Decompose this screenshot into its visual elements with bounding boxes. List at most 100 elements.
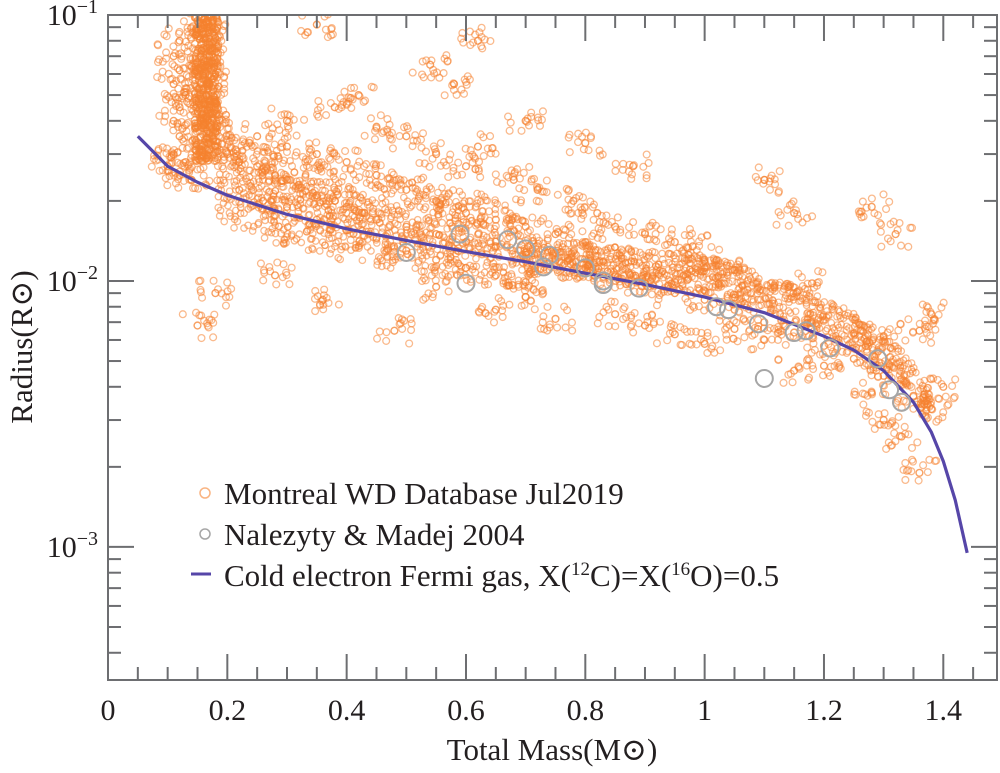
montreal-point [932,456,941,465]
montreal-point [179,176,188,185]
montreal-point [798,218,807,227]
montreal-point [478,44,487,53]
montreal-point [937,303,946,312]
montreal-point [432,220,441,229]
montreal-point [584,146,593,155]
montreal-point [180,133,189,143]
montreal-point [642,150,651,159]
montreal-point [786,369,795,378]
montreal-point [388,144,397,153]
montreal-point [155,111,164,120]
montreal-point [523,227,532,236]
montreal-point [213,127,222,136]
montreal-point [304,246,313,255]
montreal-point [851,335,860,343]
montreal-point [893,226,902,235]
montreal-point [861,332,870,340]
montreal-point [734,272,743,281]
montreal-point [665,249,674,258]
montreal-point [884,421,893,430]
montreal-point [636,248,644,257]
montreal-point [901,475,910,485]
montreal-point [497,240,506,249]
montreal-point [287,263,296,272]
montreal-point [202,60,210,69]
montreal-point [619,305,628,314]
montreal-point [716,273,724,282]
montreal-point [802,356,811,365]
x-tick-label: 0 [101,694,116,727]
montreal-point [663,336,672,345]
montreal-point [316,213,324,222]
montreal-point [802,361,811,370]
montreal-point [699,273,707,281]
montreal-point [876,227,885,236]
montreal-point [783,279,792,288]
montreal-point [355,217,364,226]
montreal-point [411,184,420,193]
montreal-point [270,213,278,221]
montreal-point [781,294,789,303]
montreal-point [239,170,247,178]
montreal-point [904,315,913,324]
montreal-point [728,277,737,286]
montreal-point [773,335,783,344]
montreal-point [375,219,384,228]
montreal-point [273,120,282,129]
montreal-point [271,221,279,230]
montreal-point [901,397,911,406]
montreal-point [734,263,743,272]
montreal-point [224,118,234,128]
montreal-point [509,285,518,293]
montreal-point [792,289,800,298]
montreal-point [384,173,393,182]
montreal-point [209,59,218,68]
montreal-point [362,179,371,187]
montreal-point [333,217,342,225]
montreal-point [491,198,499,207]
montreal-point [153,41,163,50]
montreal-point [563,306,572,315]
montreal-point [311,286,320,296]
montreal-point [351,146,360,155]
montreal-point [703,332,712,341]
montreal-point [877,242,886,251]
montreal-point [238,146,247,155]
montreal-point [543,302,552,311]
montreal-point [643,312,652,321]
montreal-point [483,258,492,267]
montreal-point [356,239,365,248]
montreal-point [360,131,369,140]
montreal-point [895,371,904,380]
montreal-point [593,233,602,242]
montreal-point [627,313,636,322]
montreal-point [868,417,877,426]
montreal-point [289,219,298,227]
montreal-point [914,476,923,485]
montreal-point [196,139,204,148]
montreal-point [225,292,234,301]
montreal-point [312,204,321,212]
montreal-point [355,92,364,101]
x-tick-label: 0.8 [567,694,605,727]
montreal-point [700,287,709,295]
montreal-point [229,148,238,157]
montreal-point [198,16,207,24]
nalezyty-point [534,257,554,277]
montreal-point [743,276,752,285]
montreal-point [169,126,178,135]
montreal-point [808,302,817,311]
montreal-point [194,184,203,193]
montreal-point [784,221,793,230]
montreal-point [272,280,281,289]
montreal-point [901,336,910,345]
montreal-point [202,50,211,59]
montreal-point [457,34,466,43]
montreal-point [775,302,784,311]
montreal-point [306,198,314,207]
montreal-point [341,165,349,173]
montreal-point [561,205,570,214]
montreal-point [406,315,415,324]
montreal-point [339,172,348,181]
montreal-point [193,123,202,131]
